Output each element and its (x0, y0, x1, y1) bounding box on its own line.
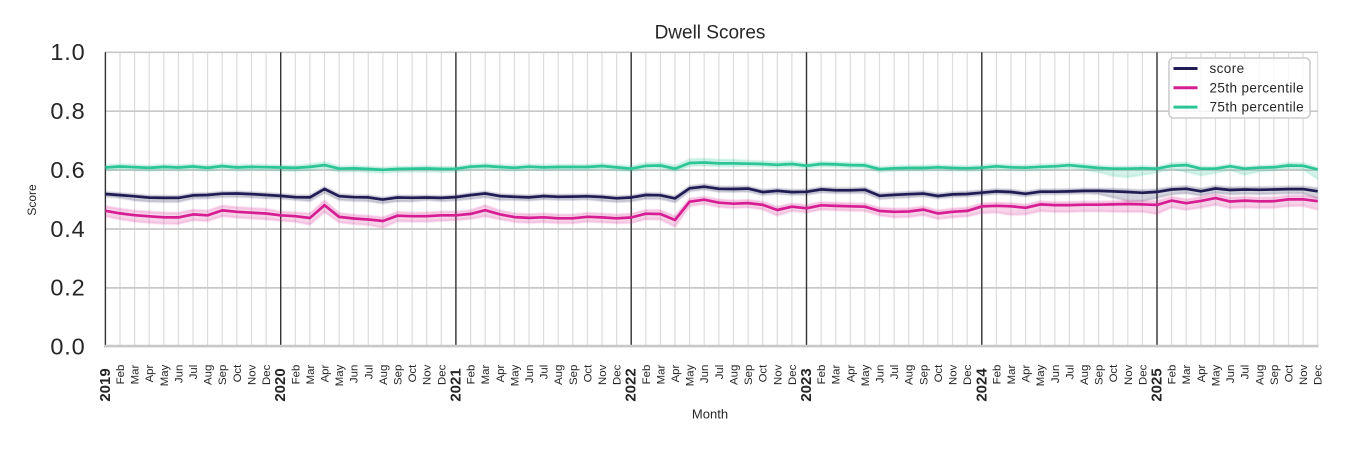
svg-text:Aug: Aug (1254, 365, 1266, 385)
svg-text:Sep: Sep (568, 365, 580, 385)
svg-text:Oct: Oct (232, 364, 244, 383)
svg-text:Mar: Mar (655, 365, 667, 385)
svg-text:Jul: Jul (188, 365, 200, 380)
svg-text:Sep: Sep (1269, 365, 1281, 385)
svg-text:Oct: Oct (582, 364, 594, 383)
svg-text:Dec: Dec (436, 364, 448, 385)
svg-text:Aug: Aug (378, 365, 390, 385)
svg-text:Sep: Sep (393, 365, 405, 385)
svg-text:Nov: Nov (1298, 364, 1310, 385)
svg-text:0.8: 0.8 (50, 98, 85, 124)
svg-text:Apr: Apr (495, 365, 507, 383)
svg-text:Jun: Jun (875, 365, 887, 383)
svg-text:Dec: Dec (962, 364, 974, 385)
svg-text:1.0: 1.0 (50, 39, 85, 65)
svg-text:score: score (1210, 61, 1245, 76)
svg-text:May: May (509, 364, 521, 386)
svg-text:Aug: Aug (729, 365, 741, 385)
svg-text:Nov: Nov (597, 364, 609, 385)
svg-text:Jul: Jul (1064, 365, 1076, 380)
svg-text:Nov: Nov (247, 364, 259, 385)
svg-text:0.4: 0.4 (50, 216, 85, 242)
svg-text:May: May (685, 364, 697, 386)
svg-text:2021: 2021 (447, 368, 464, 401)
svg-text:Jul: Jul (363, 365, 375, 380)
svg-text:Mar: Mar (1006, 365, 1018, 385)
svg-text:Dec: Dec (1137, 364, 1149, 385)
svg-text:Feb: Feb (115, 365, 127, 385)
svg-text:2024: 2024 (973, 368, 990, 402)
svg-text:May: May (1035, 364, 1047, 386)
svg-text:2023: 2023 (798, 368, 815, 401)
svg-text:Feb: Feb (641, 365, 653, 385)
svg-text:Month: Month (692, 407, 728, 422)
svg-text:Mar: Mar (130, 365, 142, 385)
svg-text:Aug: Aug (904, 365, 916, 385)
svg-text:0.2: 0.2 (50, 275, 85, 301)
svg-text:Sep: Sep (217, 365, 229, 385)
svg-text:Mar: Mar (305, 365, 317, 385)
svg-text:May: May (159, 364, 171, 386)
svg-text:Score: Score (25, 184, 39, 216)
svg-text:Feb: Feb (290, 365, 302, 385)
svg-text:2022: 2022 (623, 368, 640, 401)
svg-text:Feb: Feb (1167, 365, 1179, 385)
svg-text:Dwell Scores: Dwell Scores (655, 23, 766, 44)
svg-text:Dec: Dec (612, 364, 624, 385)
svg-text:Aug: Aug (553, 365, 565, 385)
svg-text:Jul: Jul (539, 365, 551, 380)
svg-text:Nov: Nov (422, 364, 434, 385)
svg-text:Mar: Mar (1181, 365, 1193, 385)
svg-text:Sep: Sep (1094, 365, 1106, 385)
svg-text:Sep: Sep (743, 365, 755, 385)
svg-text:May: May (334, 364, 346, 386)
svg-text:2025: 2025 (1149, 368, 1166, 401)
svg-text:Nov: Nov (948, 364, 960, 385)
svg-text:May: May (1211, 364, 1223, 386)
svg-text:Apr: Apr (1021, 365, 1033, 383)
svg-text:Oct: Oct (407, 364, 419, 383)
svg-text:Dec: Dec (261, 364, 273, 385)
svg-text:Mar: Mar (831, 365, 843, 385)
svg-text:Jun: Jun (524, 365, 536, 383)
svg-text:Jun: Jun (699, 365, 711, 383)
svg-text:Aug: Aug (203, 365, 215, 385)
svg-text:Apr: Apr (845, 365, 857, 383)
svg-text:Dec: Dec (1313, 364, 1325, 385)
svg-text:Feb: Feb (816, 365, 828, 385)
svg-text:Sep: Sep (918, 365, 930, 385)
svg-text:0.0: 0.0 (50, 334, 85, 360)
svg-text:Jun: Jun (349, 365, 361, 383)
svg-text:Jun: Jun (1050, 365, 1062, 383)
svg-text:Jul: Jul (889, 365, 901, 380)
svg-text:Nov: Nov (1123, 364, 1135, 385)
svg-text:0.6: 0.6 (50, 157, 85, 183)
svg-text:Aug: Aug (1079, 365, 1091, 385)
svg-text:Apr: Apr (320, 365, 332, 383)
svg-text:Apr: Apr (670, 365, 682, 383)
svg-text:Jun: Jun (173, 365, 185, 383)
svg-text:Oct: Oct (758, 364, 770, 383)
svg-text:Jul: Jul (1240, 365, 1252, 380)
svg-text:Nov: Nov (772, 364, 784, 385)
svg-text:Oct: Oct (1284, 364, 1296, 383)
svg-text:Feb: Feb (466, 365, 478, 385)
svg-text:25th percentile: 25th percentile (1210, 80, 1305, 95)
svg-text:Jun: Jun (1225, 365, 1237, 383)
svg-text:Apr: Apr (144, 365, 156, 383)
svg-text:Mar: Mar (480, 365, 492, 385)
svg-text:75th percentile: 75th percentile (1210, 100, 1305, 115)
svg-text:Dec: Dec (787, 364, 799, 385)
svg-text:Oct: Oct (933, 364, 945, 383)
svg-text:Feb: Feb (991, 365, 1003, 385)
svg-text:2019: 2019 (97, 368, 114, 401)
svg-text:2020: 2020 (272, 368, 289, 401)
svg-text:Apr: Apr (1196, 365, 1208, 383)
svg-text:Jul: Jul (714, 365, 726, 380)
svg-text:Oct: Oct (1108, 364, 1120, 383)
svg-text:May: May (860, 364, 872, 386)
